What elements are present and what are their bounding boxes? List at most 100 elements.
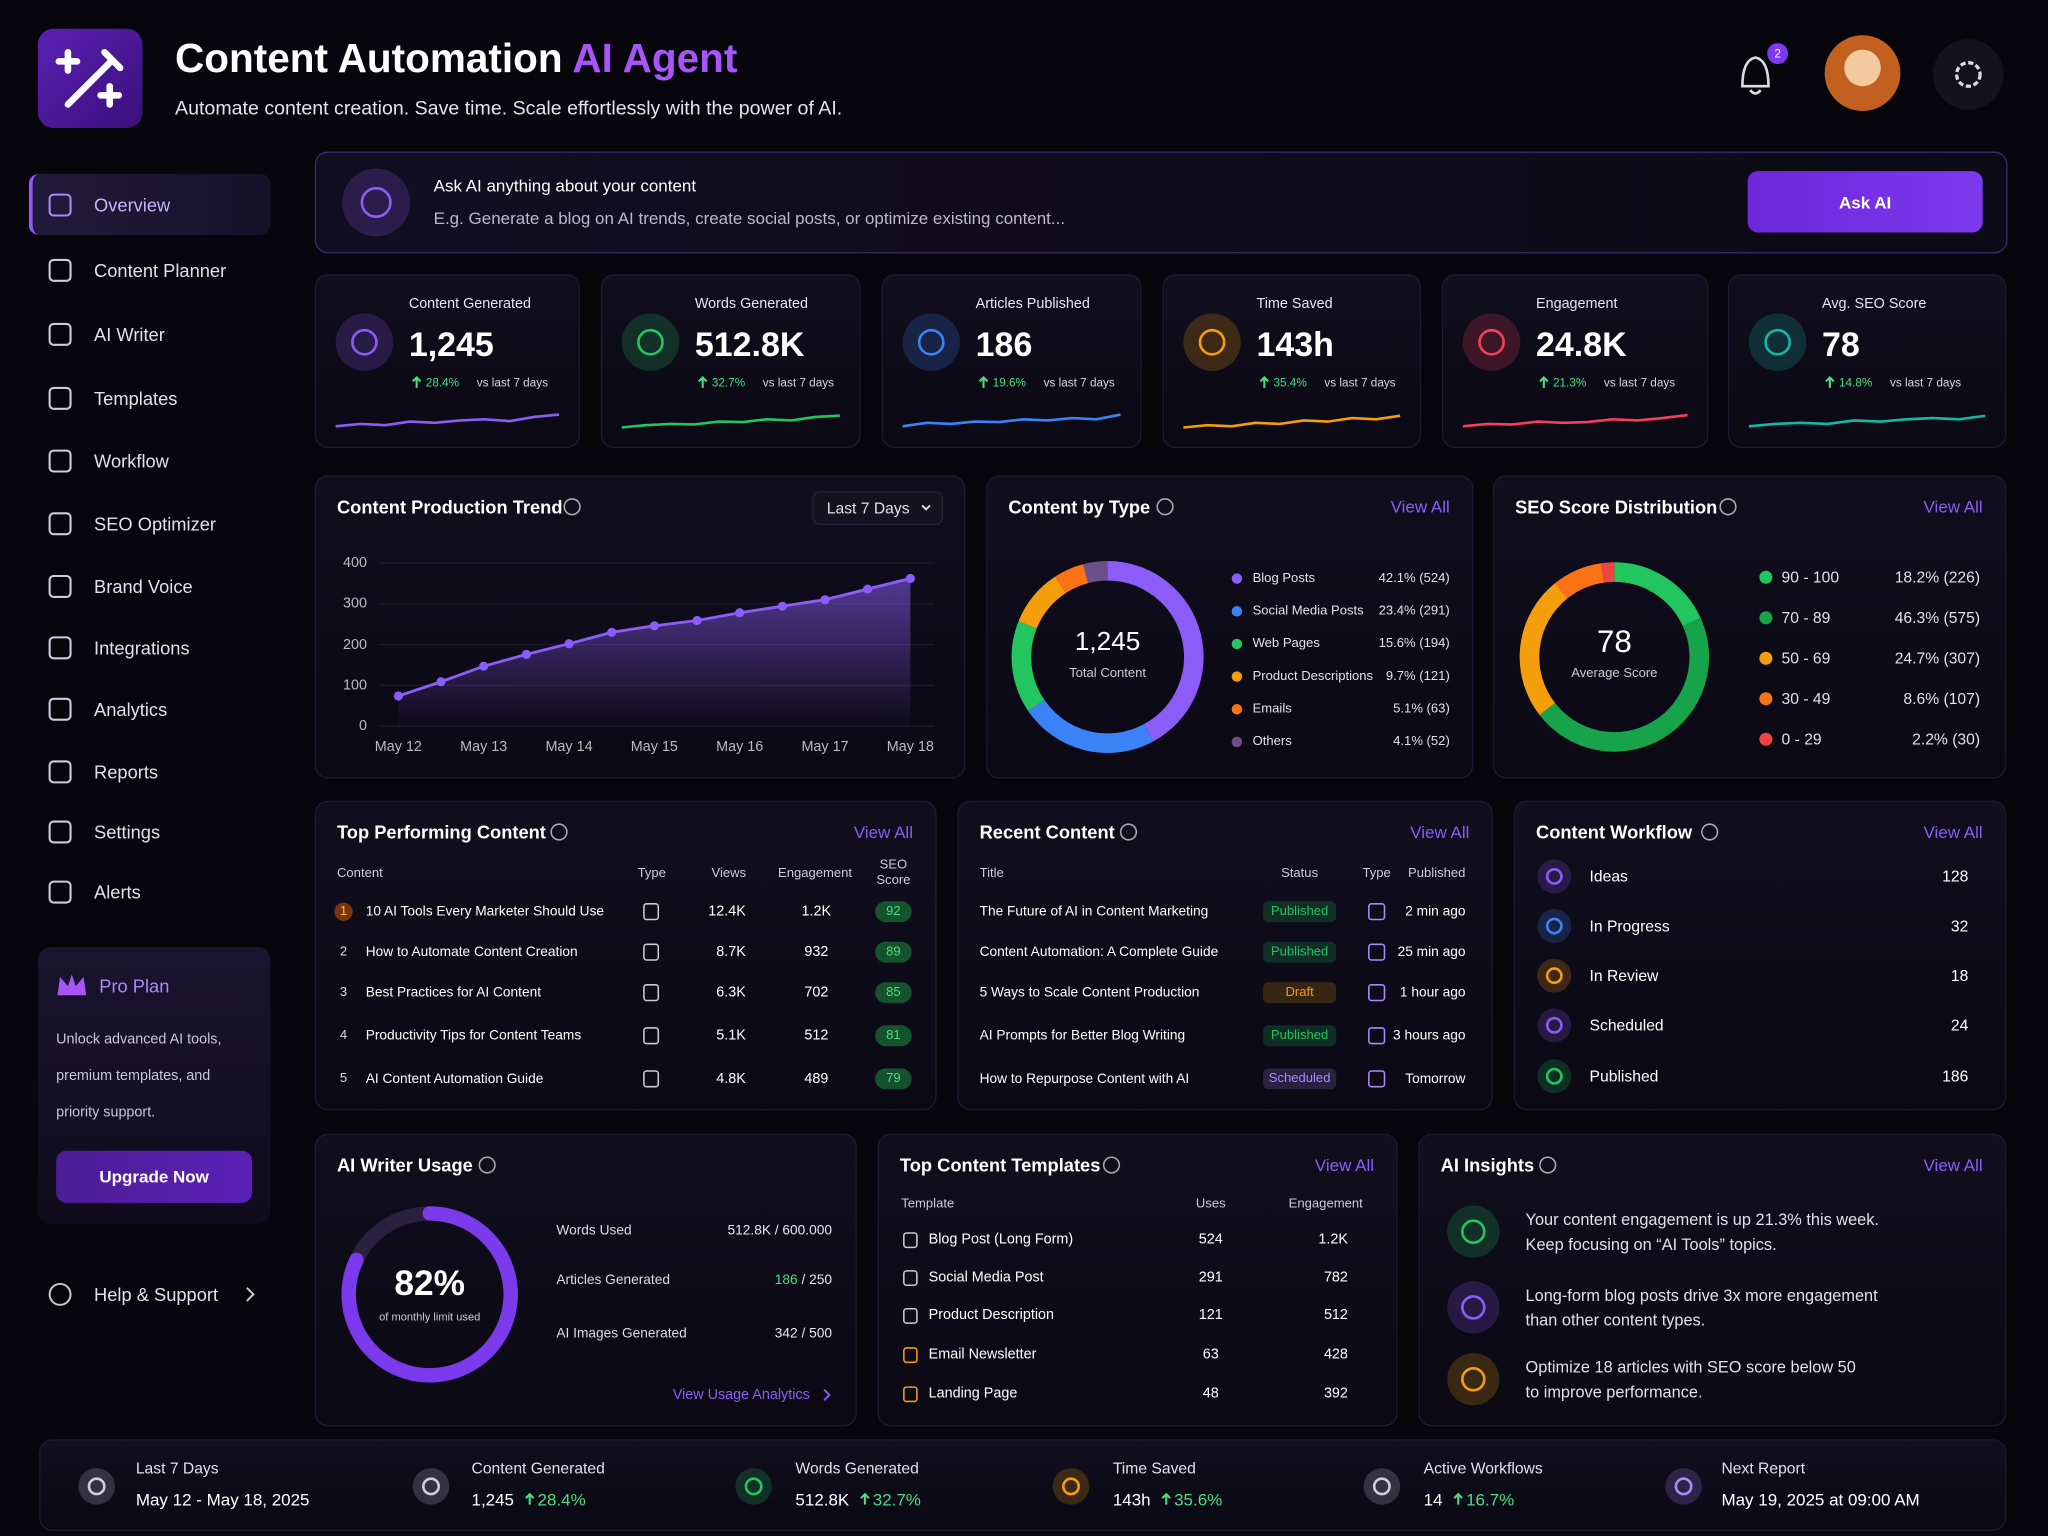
legend-dot [1759,692,1773,706]
sparkline [621,414,840,429]
nav-item[interactable]: Settings [94,821,161,843]
link-chevron [823,1389,831,1401]
nav-item[interactable]: SEO Optimizer [94,513,216,535]
view-all-link[interactable]: View All [1923,822,1983,842]
range-label[interactable]: Last 7 Days [826,498,910,518]
content-title[interactable]: AI Content Automation Guide [365,1071,544,1087]
template-icon [903,1347,918,1364]
published: 25 min ago [1397,944,1466,960]
footer-label: Time Saved [1112,1458,1196,1478]
range-dropdown[interactable] [812,491,944,526]
pro-plan-title: Pro Plan [99,975,170,997]
template-name[interactable]: Landing Page [928,1385,1018,1402]
nav-active [28,173,271,236]
ask-ai-placeholder[interactable]: E.g. Generate a blog on AI trends, creat… [433,208,1066,228]
ask-ai-button[interactable] [1747,171,1983,233]
template-name[interactable]: Product Description [928,1307,1055,1324]
view-all-link[interactable]: View All [1923,496,1983,517]
footer-value: May 19, 2025 at 09:00 AM [1721,1489,1920,1510]
upgrade-button-label[interactable]: Upgrade Now [99,1167,209,1187]
insight-icon-glyph [1461,1219,1486,1244]
kpi-note: vs last 7 days [1324,376,1396,390]
engagement: 512 [804,1027,829,1044]
status-badge [1263,941,1337,963]
bell-icon[interactable] [1741,56,1770,95]
insight-icon [1447,1205,1500,1258]
legend-value: 4.1% (52) [1393,734,1450,750]
recent-title[interactable]: How to Repurpose Content with AI [979,1071,1190,1087]
nav-item[interactable]: Alerts [94,881,141,903]
template-icon [903,1232,918,1249]
type-icon [643,903,660,921]
published: 2 min ago [1405,903,1466,920]
recent-title[interactable]: 5 Ways to Scale Content Production [979,984,1200,1001]
kpi-icon [335,313,394,371]
content-title[interactable]: Productivity Tips for Content Teams [365,1027,582,1044]
insight-text: Your content engagement is up 21.3% this… [1525,1210,1879,1230]
help-link[interactable]: Help & Support [94,1283,219,1305]
x-tick-label: May 16 [716,739,764,755]
nav-item[interactable]: Overview [94,194,171,216]
nav-item[interactable]: Integrations [94,637,190,659]
nav-item[interactable]: Reports [94,761,159,783]
content-title[interactable]: 10 AI Tools Every Marketer Should Use [365,903,605,920]
point [735,608,745,618]
sparkline [335,413,560,428]
template-name[interactable]: Blog Post (Long Form) [928,1231,1074,1248]
y-tick-label: 0 [359,718,368,735]
view-all-link[interactable]: View All [1410,822,1470,842]
legend-label: Web Pages [1252,636,1320,652]
footer-icon-glyph [1674,1477,1693,1496]
type-icon [643,1070,660,1088]
point [521,649,531,659]
kpi-change: 14.8% [1839,376,1873,390]
info-icon [1102,1156,1121,1174]
kpi-note: vs last 7 days [1603,376,1676,390]
nav-item[interactable]: Content Planner [94,259,227,281]
nav-item[interactable]: AI Writer [94,323,165,345]
nav-item[interactable]: Analytics [94,698,168,720]
kpi-icon [1462,313,1521,371]
legend-value: 24.7% (307) [1894,649,1981,668]
content-title[interactable]: How to Automate Content Creation [365,944,578,960]
view-all-link[interactable]: View All [1923,1155,1983,1175]
nav-item[interactable]: Brand Voice [94,575,193,597]
footer-icon-glyph [744,1477,763,1496]
kpi-note: vs last 7 days [1043,376,1115,390]
ask-ai-button-label[interactable]: Ask AI [1839,192,1892,213]
template-name[interactable]: Email Newsletter [928,1346,1037,1363]
column-header: Type [1362,866,1391,881]
up-arrow [411,375,422,388]
view-all-link[interactable]: View All [1314,1155,1375,1175]
view-all-link[interactable]: View All [853,822,913,842]
footer-value: 14 [1423,1489,1443,1510]
status: Draft [1285,985,1314,1000]
crown-icon [57,974,87,996]
pro-plan-text: premium templates, and [56,1068,211,1085]
footer-value: 1,245 [471,1489,515,1510]
kpi-label: Articles Published [975,296,1090,313]
upgrade-button[interactable] [56,1150,253,1203]
template-uses: 524 [1198,1231,1223,1248]
template-name[interactable]: Social Media Post [928,1269,1044,1286]
legend-dot [1231,736,1243,748]
content-title[interactable]: Best Practices for AI Content [365,984,542,1001]
score-badge [875,982,912,1004]
usage-label: Words Used [556,1222,632,1239]
nav-item[interactable]: Workflow [94,450,169,472]
nav-icon [48,880,72,904]
usage-link[interactable]: View Usage Analytics [672,1387,810,1403]
view-all-link[interactable]: View All [1390,496,1450,517]
recent-title[interactable]: Content Automation: A Complete Guide [979,944,1219,960]
kpi-icon [1183,313,1241,371]
card-title: Top Performing Content [336,821,546,843]
recent-title[interactable]: AI Prompts for Better Blog Writing [979,1027,1186,1044]
legend-label: 30 - 49 [1781,689,1831,708]
footer-icon [1363,1468,1401,1505]
kpi-label: Time Saved [1256,296,1333,313]
recent-title[interactable]: The Future of AI in Content Marketing [979,903,1209,920]
published: Tomorrow [1405,1071,1466,1087]
nav-item[interactable]: Templates [94,387,178,409]
settings-button[interactable] [1933,39,2004,110]
